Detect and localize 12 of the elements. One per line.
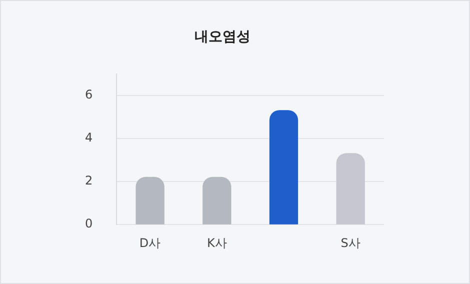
x-tick-label: K사: [206, 236, 227, 250]
y-tick-label: 0: [84, 216, 93, 231]
bar: [136, 176, 164, 224]
y-tick-label: 6: [84, 87, 93, 102]
bar: [269, 110, 298, 224]
chart-title: 내오염성: [194, 29, 250, 46]
y-tick-label: 2: [84, 174, 93, 188]
y-tick-label: 4: [84, 130, 93, 145]
x-tick-label: D사: [139, 236, 161, 250]
x-tick-label: S사: [340, 236, 360, 250]
bar: [336, 153, 365, 224]
bar: [202, 176, 232, 224]
